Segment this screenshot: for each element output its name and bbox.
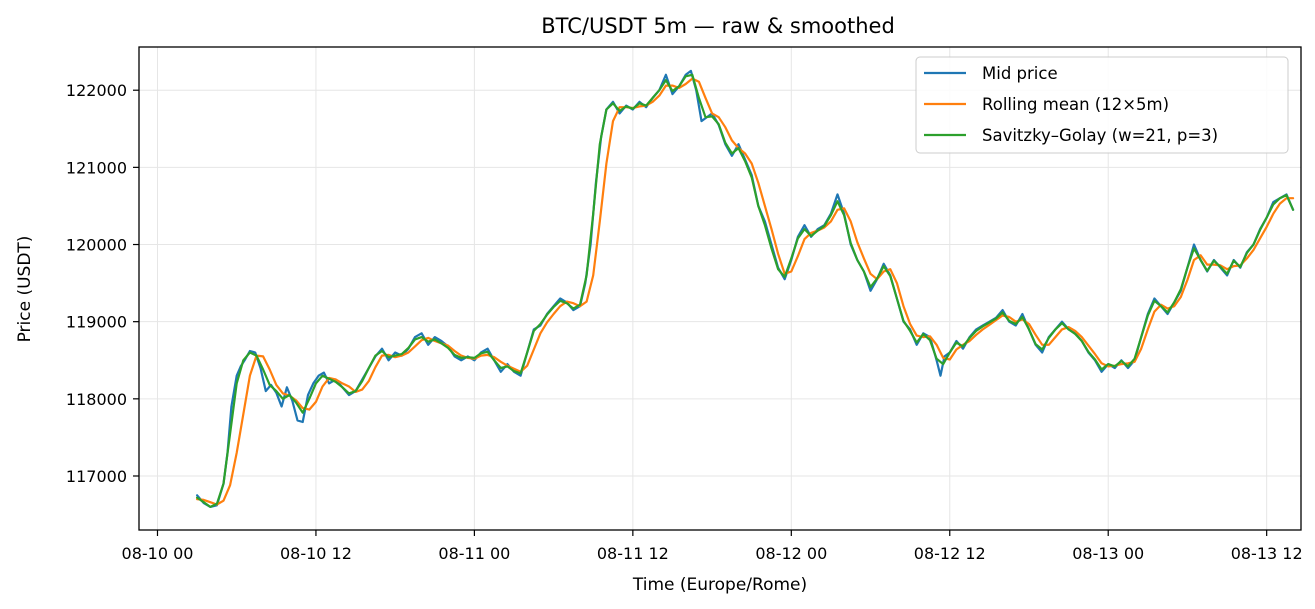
legend-label-rolling-mean: Rolling mean (12×5m) [982,95,1169,114]
legend-box [915,56,1289,154]
x-tick-label: 08-13 12 [1231,544,1303,563]
x-tick-label: 08-11 00 [438,544,510,563]
y-tick-label: 117000 [66,467,127,486]
y-tick-label: 120000 [66,236,127,255]
legend-label-savitzky-golay: Savitzky–Golay (w=21, p=3) [982,126,1218,145]
x-tick-label: 08-10 00 [122,544,194,563]
rolling-mean-line [196,77,1295,506]
y-tick-label: 122000 [66,81,127,100]
y-tick-label: 119000 [66,313,127,332]
y-axis-title: Price (USDT) [15,236,35,343]
chart-title: BTC/USDT 5m — raw & smoothed [541,14,895,38]
x-tick-label: 08-12 12 [914,544,986,563]
x-tick-label: 08-11 12 [597,544,669,563]
y-tick-label: 118000 [66,390,127,409]
plot-frame [138,46,1302,531]
legend-label-mid-price: Mid price [982,64,1058,83]
series-lines [196,69,1295,508]
legend: Mid price Rolling mean (12×5m) Savitzky–… [915,56,1289,154]
x-axis-title: Time (Europe/Rome) [632,575,807,595]
axis-ticks: 08-10 00 08-10 12 08-11 00 08-11 12 08-12 00… [66,81,1303,563]
x-tick-label: 08-10 12 [280,544,352,563]
x-tick-label: 08-13 00 [1072,544,1144,563]
savitzky-golay-line [196,73,1295,508]
y-tick-label: 121000 [66,158,127,177]
x-tick-label: 08-12 00 [755,544,827,563]
